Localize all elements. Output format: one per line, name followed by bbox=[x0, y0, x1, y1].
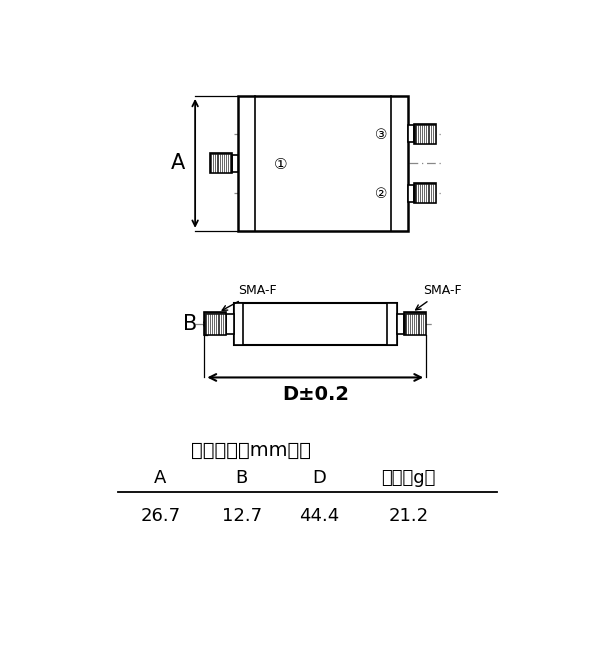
Text: 44.4: 44.4 bbox=[299, 507, 339, 525]
Text: B: B bbox=[182, 314, 197, 334]
Text: D: D bbox=[312, 469, 326, 487]
Bar bbox=[238, 96, 408, 231]
Bar bbox=[226, 314, 234, 334]
Bar bbox=[408, 185, 415, 202]
Text: ①: ① bbox=[274, 157, 287, 171]
Bar bbox=[408, 125, 415, 142]
Text: 外观尺寸（mm）：: 外观尺寸（mm）： bbox=[191, 441, 311, 460]
Bar bbox=[404, 312, 426, 335]
Bar bbox=[397, 314, 404, 334]
Text: D±0.2: D±0.2 bbox=[282, 385, 349, 404]
Bar bbox=[205, 312, 226, 335]
Text: A: A bbox=[154, 469, 166, 487]
Text: ②: ② bbox=[375, 186, 388, 201]
Bar bbox=[234, 302, 397, 345]
Text: 26.7: 26.7 bbox=[140, 507, 181, 525]
Bar bbox=[388, 302, 397, 345]
Text: SMA-F: SMA-F bbox=[222, 284, 277, 310]
Text: A: A bbox=[171, 154, 185, 173]
Text: 12.7: 12.7 bbox=[221, 507, 262, 525]
Text: 重量（g）: 重量（g） bbox=[381, 469, 436, 487]
Bar bbox=[232, 155, 238, 172]
Bar bbox=[210, 154, 232, 173]
Bar bbox=[234, 302, 243, 345]
Bar bbox=[415, 183, 436, 203]
Text: 21.2: 21.2 bbox=[388, 507, 428, 525]
Text: SMA-F: SMA-F bbox=[416, 284, 461, 310]
Text: ③: ③ bbox=[375, 128, 388, 142]
Bar bbox=[415, 124, 436, 144]
Text: B: B bbox=[235, 469, 248, 487]
